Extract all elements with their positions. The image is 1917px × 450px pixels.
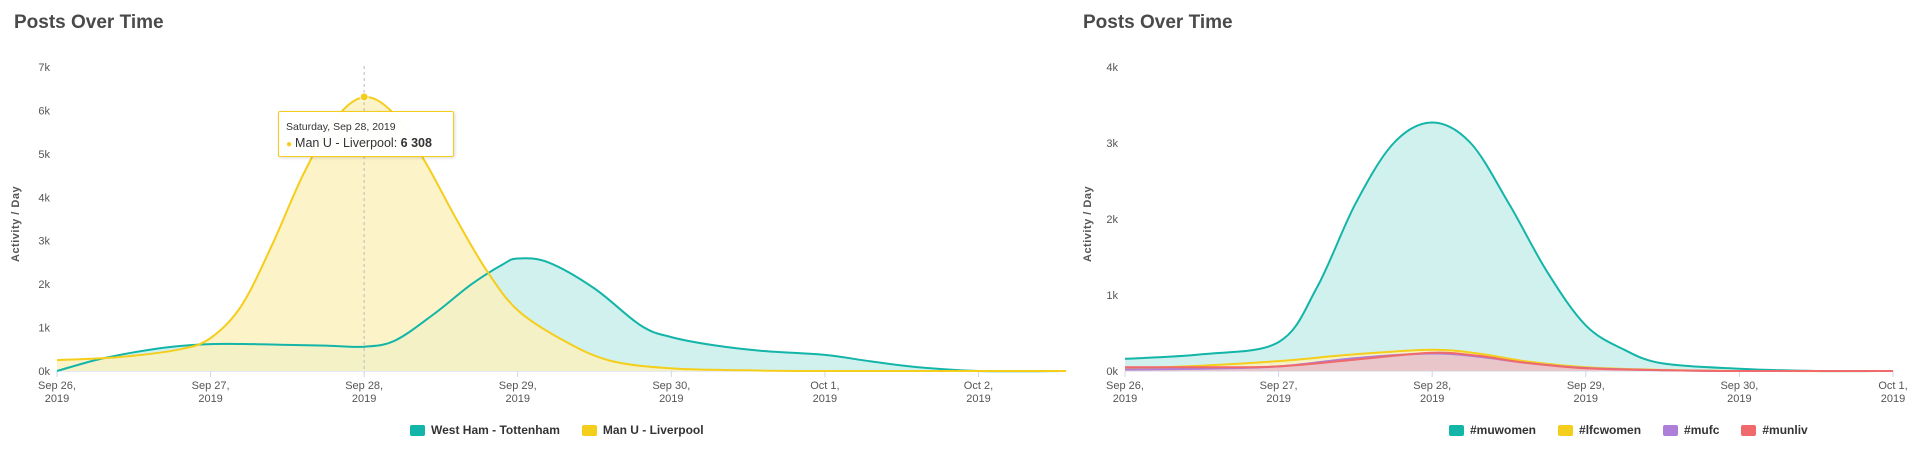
legend-label: #munliv [1762, 423, 1808, 437]
x-tick-label: Sep 28, 2019 [1413, 380, 1451, 405]
legend-swatch [581, 424, 597, 436]
y-tick-label: 5k [38, 149, 50, 161]
series-line-1[interactable] [56, 96, 1067, 373]
chart-panel-left: Posts Over Time 0k 1k 2k 3k 4k 5k 6k 7k Sep 26, 2… [10, 12, 1067, 437]
x-tick-label: Oct 2, 2019 [964, 380, 993, 405]
y-axis-label: Activity / Day [10, 185, 22, 262]
x-tick-label: Sep 26, 2019 [1106, 380, 1144, 405]
legend-label: West Ham - Tottenham [431, 423, 560, 437]
series-area-1 [57, 96, 1066, 372]
legend-label: Man U - Liverpool [602, 423, 704, 437]
y-tick-label: 4k [38, 192, 50, 204]
y-tick-label: 6k [38, 105, 50, 117]
tooltip-series-line: ● Man U - Liverpool: 6 308 [286, 136, 432, 150]
chart-tooltip: Saturday, Sep 28, 2019 ● Man U - Liverpoo… [278, 111, 454, 157]
y-tick-label: 2k [38, 279, 50, 291]
legend-swatch [1663, 424, 1679, 436]
series-area-3 [1125, 352, 1893, 372]
y-tick-label: 1k [38, 323, 50, 335]
legend-item-lfcwomen[interactable]: #lfcwomen [1558, 423, 1641, 437]
legend-item-muwomen[interactable]: #muwomen [1449, 423, 1536, 437]
x-tick-label: Sep 29, 2019 [1567, 380, 1605, 405]
x-tick-label: Oct 1, 2019 [1878, 380, 1907, 405]
x-tick-label: Sep 28, 2019 [345, 380, 383, 405]
legend-label: #mufc [1684, 423, 1720, 437]
y-axis-label: Activity / Day [1082, 185, 1094, 262]
legend-swatch [1558, 424, 1574, 436]
y-tick-label: 2k [1106, 214, 1118, 226]
y-tick-label: 4k [1106, 62, 1118, 74]
x-tick-label: Sep 30, 2019 [1720, 380, 1758, 405]
chart-panel-right: Posts Over Time 0k 1k 2k 3k 4k Sep 26, 2019 Sep… [1070, 0, 1917, 450]
tooltip-value: 6 308 [400, 136, 432, 150]
y-tick-label: 0k [38, 366, 50, 378]
chart-title: Posts Over Time [1083, 12, 1233, 33]
legend: #muwomen #lfcwomen #mufc #munliv [1449, 423, 1808, 437]
series-area-0 [57, 258, 1066, 372]
y-tick-label: 1k [1106, 290, 1118, 302]
tooltip-dot-icon: ● [286, 139, 293, 150]
legend-item-man-u-liverpool[interactable]: Man U - Liverpool [581, 423, 704, 437]
legend-label: #muwomen [1470, 423, 1537, 437]
legend-item-mufc[interactable]: #mufc [1663, 423, 1719, 437]
x-tick-label: Sep 30, 2019 [652, 380, 690, 405]
series-area-0 [1125, 122, 1893, 372]
y-tick-label: 3k [1106, 138, 1118, 150]
legend-swatch [410, 424, 425, 436]
x-tick-label: Sep 27, 2019 [192, 380, 230, 405]
x-tick-label: Sep 29, 2019 [499, 380, 537, 405]
legend-item-west-ham-tottenham[interactable]: West Ham - Tottenham [410, 423, 560, 437]
y-tick-label: 3k [38, 236, 50, 248]
x-tick-label: Sep 26, 2019 [38, 380, 76, 405]
chart-plot-area: 0k 1k 2k 3k 4k Sep 26, 2019 Sep 27, 2019 Sep 28, 2… [1106, 62, 1908, 405]
tooltip-date: Saturday, Sep 28, 2019 [286, 121, 396, 133]
tooltip-series-name: Man U - Liverpool: [295, 136, 401, 150]
series-line-0[interactable] [56, 257, 1067, 373]
legend-item-munliv[interactable]: #munliv [1741, 423, 1808, 437]
y-tick-label: 0k [1106, 366, 1118, 378]
chart-title: Posts Over Time [14, 12, 164, 33]
y-tick-label: 7k [38, 62, 50, 74]
series-line-3[interactable] [1124, 351, 1894, 373]
hover-point-marker[interactable] [359, 92, 369, 102]
legend-swatch [1741, 424, 1757, 436]
legend-label: #lfcwomen [1579, 423, 1642, 437]
chart-plot-area: 0k 1k 2k 3k 4k 5k 6k 7k Sep 26, 2019 Sep 27, 2019 Se… [38, 62, 1067, 405]
x-tick-label: Sep 27, 2019 [1260, 380, 1298, 405]
series-line-0[interactable] [1124, 121, 1894, 373]
legend-swatch [1449, 424, 1464, 436]
x-tick-label: Oct 1, 2019 [810, 380, 839, 405]
legend: West Ham - Tottenham Man U - Liverpool [410, 423, 704, 437]
